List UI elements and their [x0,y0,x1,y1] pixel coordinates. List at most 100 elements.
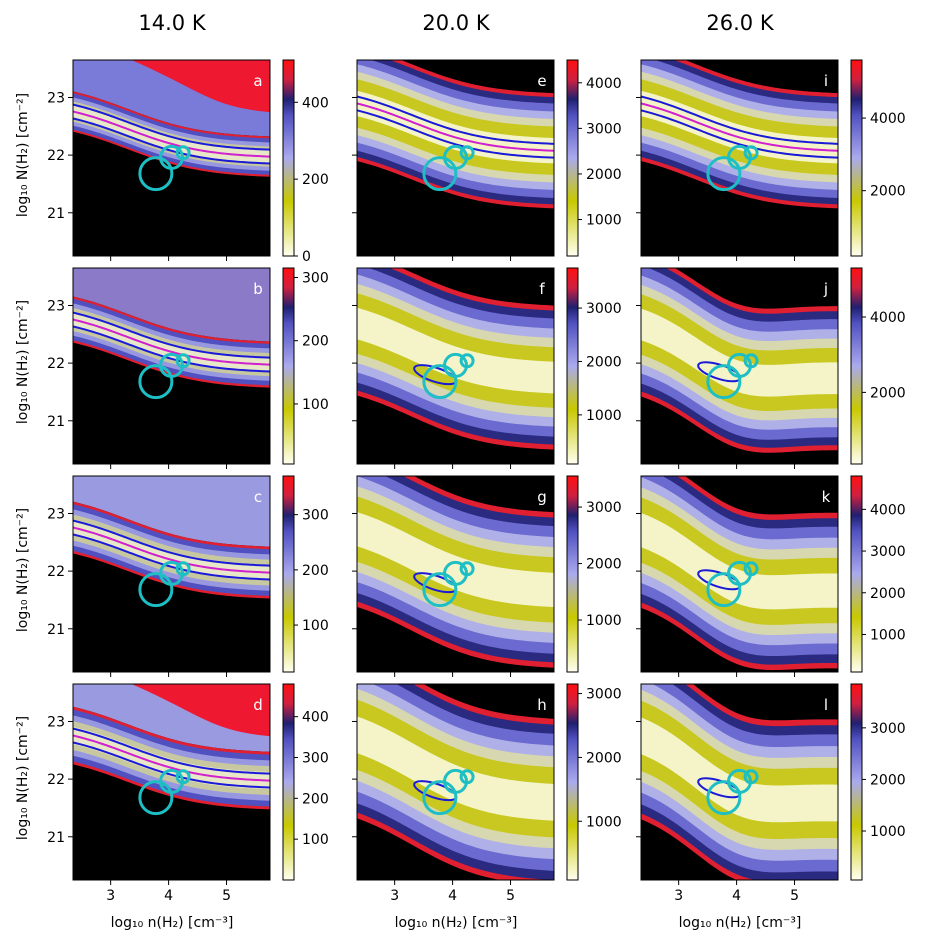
colorbar-tick-label: 400 [302,95,329,111]
heatmap-area [641,684,838,880]
colorbar [850,683,863,881]
column-title-20k: 20.0 K [422,11,490,35]
y-tick-label: 22 [47,564,65,580]
marker-circle-1 [706,572,742,608]
contour-centre [641,102,838,152]
marker-circle-3 [459,353,475,369]
panel-e: e 1000 2000 3000 4000 [352,59,622,261]
colorbar [850,267,863,465]
x-tick-label: 3 [106,888,115,904]
panel-j: j 2000 4000 [636,267,906,469]
y-tick-label: 22 [47,148,65,164]
colorbar-tick-label: 1000 [586,613,622,629]
hot-region [73,60,270,113]
colorbar-tick-label: 2000 [870,385,906,401]
contour-lower [641,109,838,159]
marker-circle-3 [175,561,191,577]
marker-circle-1 [706,780,742,816]
column-title-26k: 26.0 K [706,11,774,35]
heatmap-area [357,268,554,464]
colorbar-tick-label: 0 [302,249,311,265]
colorbar-tick-label: 200 [302,791,329,807]
contour-lower [73,741,270,789]
hot-region [73,684,270,737]
axes-frame [356,475,555,673]
colorbar-tick-label: 300 [302,270,329,286]
panel-g: g 1000 2000 3000 [352,475,622,677]
heatmap-area [641,60,838,256]
marker-circle-1 [138,780,174,816]
panel-label: a [253,72,262,90]
colorbar-tick-label: 4000 [870,502,906,518]
marker-circle-1 [706,364,742,400]
panel-h: h 3 4 5 1000 2000 3000 [352,683,622,904]
colorbar-tick-label: 100 [302,832,329,848]
panel-label: f [539,280,545,298]
marker-circle-1 [138,572,174,608]
x-axis-label-col-1: log₁₀ n(H₂) [cm⁻³] [111,915,234,931]
axes-frame [356,59,555,257]
panel-label: l [824,696,828,714]
colorbar-tick-label: 2000 [870,184,906,200]
x-tick-label: 4 [732,888,741,904]
y-axis-label-row-1: log₁₀ N(H₂) [cm⁻²] [15,93,31,217]
axes-frame [72,475,271,673]
heatmap-band-6 [357,512,554,608]
y-tick-label: 23 [47,506,65,522]
heatmap-band-6 [641,512,838,610]
heatmap-band-6 [357,307,554,394]
colorbar-tick-label: 200 [302,172,329,188]
marker-circle-1 [422,780,458,816]
x-tick-label: 3 [674,888,683,904]
marker-circle-3 [459,561,475,577]
x-tick-label: 5 [506,888,515,904]
colorbar-tick-label: 1000 [586,408,622,424]
y-tick-label: 22 [47,356,65,372]
y-tick-label: 23 [47,298,65,314]
colorbar-tick-label: 2000 [586,167,622,183]
panel-label: h [537,696,547,714]
heatmap-area [641,268,838,464]
panel-d: d 21 22 23 3 4 5 100 200 300 400 [47,683,329,904]
y-axis-label-row-4: log₁₀ N(H₂) [cm⁻²] [15,716,31,840]
heatmap-band-4 [73,312,270,372]
colorbar [850,59,863,257]
x-tick-label: 4 [164,888,173,904]
contour-centre [73,734,270,782]
panel-label: g [537,488,547,506]
x-tick-label: 5 [222,888,231,904]
panel-i: i 2000 4000 [636,59,906,261]
colorbar-tick-label: 2000 [586,557,622,573]
axes-frame [72,59,271,257]
colorbar-tick-label: 400 [302,710,329,726]
contour-centre [73,318,270,366]
heatmap-band-4 [73,519,270,581]
x-axis-label-col-2: log₁₀ n(H₂) [cm⁻³] [395,915,518,931]
x-tick-label: 3 [390,888,399,904]
colorbar-tick-label: 100 [302,618,329,634]
y-tick-label: 21 [47,206,65,222]
axes-frame [640,683,839,881]
panel-c: c 21 22 23 100 200 300 [47,475,329,677]
marker-circle-3 [175,145,191,161]
colorbar-tick-label: 1000 [586,814,622,830]
colorbar-tick-label: 300 [302,508,329,524]
contour-upper [73,311,270,359]
heatmap-band-4 [73,726,270,790]
axes-frame [640,267,839,465]
colorbar [566,267,579,465]
marker-circle-3 [459,145,475,161]
upper-region [73,268,270,342]
marker-circle-1 [706,156,742,192]
y-tick-label: 21 [47,622,65,638]
colorbar-tick-label: 3000 [586,121,622,137]
marker-circle-3 [743,353,759,369]
contour-lower [73,533,270,581]
colorbar-tick-label: 3000 [870,544,906,560]
panel-k: k 1000 2000 3000 4000 [636,475,906,677]
heatmap-area [73,60,270,256]
heatmap-area [357,684,554,880]
colorbar [566,683,579,881]
panel-label: k [822,488,831,506]
